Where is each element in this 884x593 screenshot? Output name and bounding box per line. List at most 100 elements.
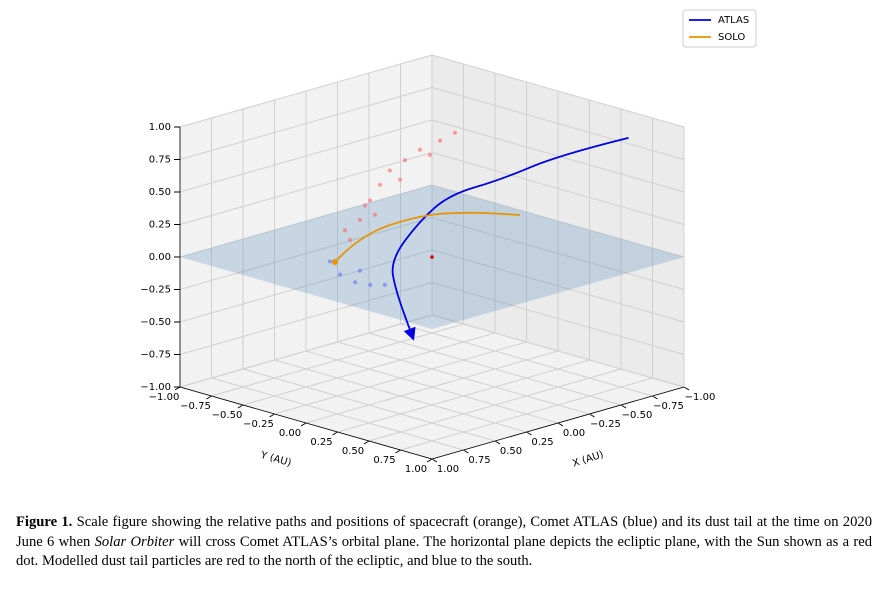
grid-line <box>179 282 433 355</box>
grid-line <box>179 314 433 388</box>
caption-text: Figure 1. <box>16 514 73 530</box>
grid-line <box>179 87 433 160</box>
point <box>438 138 443 143</box>
legend-label: ATLAS <box>718 15 749 26</box>
tick-mark <box>206 395 212 400</box>
point <box>387 168 392 173</box>
point <box>403 158 408 163</box>
y-axis-label: Y (AU) <box>258 450 292 469</box>
x-tick-label: 0.50 <box>500 446 522 457</box>
point <box>343 228 348 233</box>
tick-mark <box>426 458 433 463</box>
grid-line <box>431 249 685 323</box>
axis-line <box>431 386 685 460</box>
grid-line <box>337 359 590 433</box>
x-tick-label: 0.25 <box>531 437 553 448</box>
legend: ATLAS SOLO <box>682 9 757 48</box>
tick-mark <box>683 386 690 391</box>
grid-line <box>431 282 685 355</box>
point <box>348 238 353 243</box>
grid-line <box>400 377 653 451</box>
tick-mark <box>652 395 658 400</box>
point <box>327 259 332 264</box>
tick-mark <box>237 404 244 409</box>
series-marker <box>331 259 338 266</box>
y-tick-label: −0.25 <box>243 419 274 430</box>
tick-mark <box>269 413 275 418</box>
x-tick-label: 1.00 <box>437 464 459 475</box>
series-line <box>334 211 521 263</box>
z-tick-label: −0.75 <box>140 350 171 361</box>
y-tick-label: 0.25 <box>310 437 332 448</box>
x-tick-label: −0.75 <box>653 401 684 412</box>
caption-text: Solar Orbiter <box>94 533 175 550</box>
y-tick-label: 0.00 <box>279 428 301 439</box>
chart: −1.00−0.75−0.50−0.250.000.250.500.751.00… <box>140 9 757 475</box>
z-tick-label: 0.75 <box>149 155 171 166</box>
caption-text: will cross Comet ATLAS’s orbital plane. … <box>16 533 872 570</box>
tick-mark <box>463 449 469 454</box>
z-tick-label: 0.00 <box>149 252 171 263</box>
x-tick-label: 0.75 <box>468 455 490 466</box>
point <box>430 255 434 259</box>
tick-mark <box>620 404 627 409</box>
grid-line <box>431 152 685 225</box>
caption-text: Scale figure showing the relative paths … <box>16 514 872 550</box>
point <box>368 282 373 287</box>
tick-mark <box>363 440 370 445</box>
grid-line <box>179 184 433 258</box>
grid-line <box>431 87 685 160</box>
point <box>397 177 402 182</box>
z-tick-label: −1.00 <box>140 382 171 393</box>
grid-line <box>274 341 527 415</box>
z-tick-label: 0.25 <box>149 220 171 231</box>
tick-mark <box>526 431 532 436</box>
tick-mark <box>332 431 338 436</box>
series-line <box>391 136 629 341</box>
point <box>338 272 343 277</box>
y-tick-label: 1.00 <box>405 464 427 475</box>
y-tick-label: −0.75 <box>180 401 211 412</box>
x-tick-label: −1.00 <box>685 392 716 403</box>
axis-line <box>179 386 433 460</box>
point <box>452 130 457 135</box>
legend-label: SOLO <box>718 32 745 43</box>
x-tick-label: −0.25 <box>590 419 621 430</box>
grid-line <box>431 217 685 290</box>
point <box>357 268 362 273</box>
tick-mark <box>557 422 564 427</box>
x-tick-label: 0.00 <box>563 428 585 439</box>
grid-line <box>211 323 464 397</box>
grid-line <box>305 350 559 424</box>
z-tick-label: −0.50 <box>140 317 171 328</box>
point <box>362 203 367 208</box>
tick-mark <box>589 413 595 418</box>
x-axis-label: X (AU) <box>571 449 605 469</box>
grid-line <box>431 119 685 193</box>
y-tick-label: 0.75 <box>373 455 395 466</box>
tick-mark <box>395 449 401 454</box>
caption: Figure 1. Scale figure showing the relat… <box>16 513 872 572</box>
grid-line <box>431 184 685 258</box>
y-tick-label: 0.50 <box>342 446 364 457</box>
grid-line <box>431 54 685 128</box>
grid-line <box>179 249 433 323</box>
point <box>353 280 358 285</box>
y-tick-label: −1.00 <box>149 392 180 403</box>
tick-mark <box>300 422 307 427</box>
y-tick-label: −0.50 <box>212 410 243 421</box>
tick-mark <box>494 440 501 445</box>
z-tick-label: 0.50 <box>149 187 171 198</box>
grid-line <box>179 152 433 225</box>
point <box>368 198 373 203</box>
z-tick-label: 1.00 <box>149 122 171 133</box>
grid-line <box>368 368 622 442</box>
x-tick-label: −0.50 <box>622 410 653 421</box>
tick-mark <box>431 458 438 463</box>
point <box>373 212 378 217</box>
grid-line <box>179 54 433 128</box>
point <box>357 217 362 222</box>
grid-line <box>242 332 496 406</box>
grid-line <box>431 314 685 388</box>
